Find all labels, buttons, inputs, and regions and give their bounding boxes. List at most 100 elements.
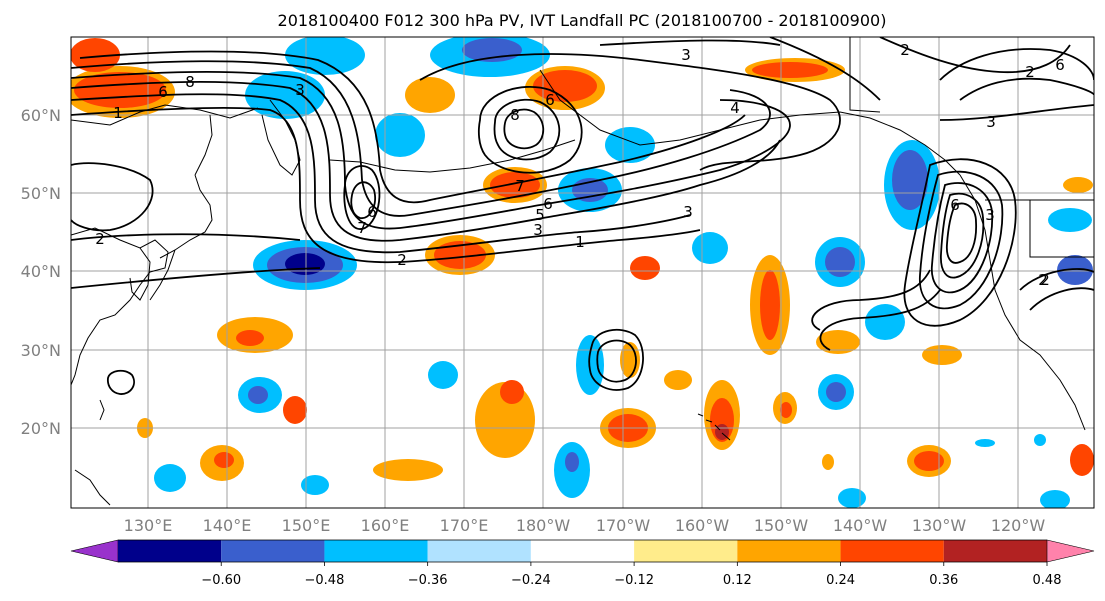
ivt-contour (71, 60, 771, 217)
ivt-contour (71, 81, 781, 242)
latitude-label: 40°N (21, 262, 61, 281)
pv-negative-anomaly (285, 253, 325, 275)
ivt-contour (71, 267, 321, 289)
latitude-label: 50°N (21, 184, 61, 203)
contour-label: 7 (515, 177, 525, 195)
contour-label: 3 (295, 81, 305, 99)
longitude-labels: 130°E 140°E 150°E 160°E 170°E 180°W 170°W 160°W… (124, 516, 1046, 535)
longitude-label: 130°W (912, 516, 967, 535)
colorbar-outline (118, 539, 1047, 563)
ivt-contour (811, 269, 931, 331)
colorbar-segment (840, 540, 944, 562)
pv-positive-anomaly (1063, 177, 1093, 193)
pv-positive-anomaly (752, 62, 828, 78)
pv-negative-anomaly (248, 386, 268, 404)
latitude-label: 20°N (21, 419, 61, 438)
pv-negative-anomaly (301, 475, 329, 495)
korea-coastline (129, 247, 151, 301)
longitude-label: 160°E (361, 516, 410, 535)
graticule (71, 37, 1094, 508)
ivt-contour (596, 339, 637, 383)
japan-coastline (149, 174, 213, 301)
ivt-contour (477, 85, 583, 174)
colorbar-tick-label: −0.36 (408, 573, 448, 588)
colorbar-tick-label: −0.12 (614, 573, 654, 588)
sakhalin-coastline (194, 114, 213, 176)
coastlines (71, 37, 1094, 506)
ivt-contour (599, 37, 881, 101)
contour-label: 8 (185, 73, 195, 91)
ivt-contour (588, 328, 644, 391)
ivt-contours (71, 37, 1094, 395)
pv-negative-anomaly (975, 439, 995, 447)
philippines-coastline (74, 469, 111, 506)
taiwan-coastline (99, 399, 105, 421)
ivt-contour (903, 158, 1017, 327)
ivt-contour (493, 98, 561, 161)
ivt-contour (1019, 268, 1094, 311)
ivt-contour (503, 108, 545, 150)
ivt-contour (819, 289, 941, 351)
ivt-contour (419, 53, 841, 171)
pv-positive-anomaly (490, 172, 540, 198)
figure-title: 2018100400 F012 300 hPa PV, IVT Landfall… (278, 11, 887, 30)
asia-coastline (71, 227, 169, 386)
canada-border (849, 37, 1094, 258)
ivt-contour (959, 77, 1094, 101)
ivt-contour (343, 165, 381, 230)
contour-label: 8 (510, 106, 520, 124)
contour-label: 3 (985, 206, 995, 224)
colorbar-tick-label: −0.60 (201, 573, 241, 588)
contour-label: 2 (900, 41, 910, 59)
colorbar-tick-label: 0.24 (826, 573, 855, 588)
contour-label: 2 (95, 230, 105, 248)
contour-label: 3 (986, 113, 996, 131)
contour-label: 6 (543, 195, 553, 213)
pv-positive-anomaly (630, 256, 660, 280)
pv-negative-anomaly (154, 464, 186, 492)
pv-negative-anomaly (245, 71, 325, 119)
contour-label: 3 (683, 203, 693, 221)
pv-positive-anomaly (1070, 444, 1094, 476)
ivt-contour (71, 233, 301, 241)
ivt-contour (71, 93, 691, 254)
pv-negative-anomaly (1057, 255, 1093, 285)
pv-positive-anomaly (914, 451, 944, 471)
pv-positive-anomaly (475, 382, 535, 458)
contour-label: 1 (575, 233, 585, 251)
pv-negative-anomaly (838, 488, 866, 508)
longitude-label: 170°E (440, 516, 489, 535)
pv-positive-anomaly (922, 345, 962, 365)
latitude-labels: 60°N 50°N 40°N 30°N 20°N (21, 106, 61, 438)
pv-negative-anomaly (1034, 434, 1046, 446)
contour-label: 2 (1038, 271, 1048, 289)
longitude-label: 130°E (124, 516, 173, 535)
ivt-contour (945, 202, 977, 264)
ivt-contour (71, 107, 701, 264)
contour-label: 1 (113, 104, 123, 122)
pv-positive-anomaly (373, 459, 443, 481)
colorbar-segment (943, 540, 1047, 562)
north-america-coastline (959, 174, 1086, 431)
colorbar-segment (530, 540, 635, 562)
pv-negative-anomaly (428, 361, 458, 389)
pv-positive-anomaly (236, 330, 264, 346)
contour-label: 3 (681, 46, 691, 64)
longitude-label: 180°W (516, 516, 571, 535)
pv-negative-anomaly (1048, 208, 1092, 232)
colorbar-tick-label: 0.48 (1033, 573, 1062, 588)
pv-positive-anomaly (405, 77, 455, 113)
contour-label: 7 (357, 219, 367, 237)
pv-positive-anomaly (760, 270, 780, 340)
colorbar-tick-label: −0.48 (305, 573, 345, 588)
pv-negative-anomaly (285, 37, 365, 75)
pv-negative-anomaly (865, 304, 905, 340)
contour-label: 2 (1025, 63, 1035, 81)
longitude-label: 150°E (282, 516, 331, 535)
ivt-contour (940, 192, 985, 279)
contour-label: 6 (950, 196, 960, 214)
pv-positive-anomaly (664, 370, 692, 390)
ivt-contour (939, 104, 1094, 121)
pv-negative-anomaly (825, 247, 855, 277)
pv-positive-anomaly (214, 452, 234, 468)
